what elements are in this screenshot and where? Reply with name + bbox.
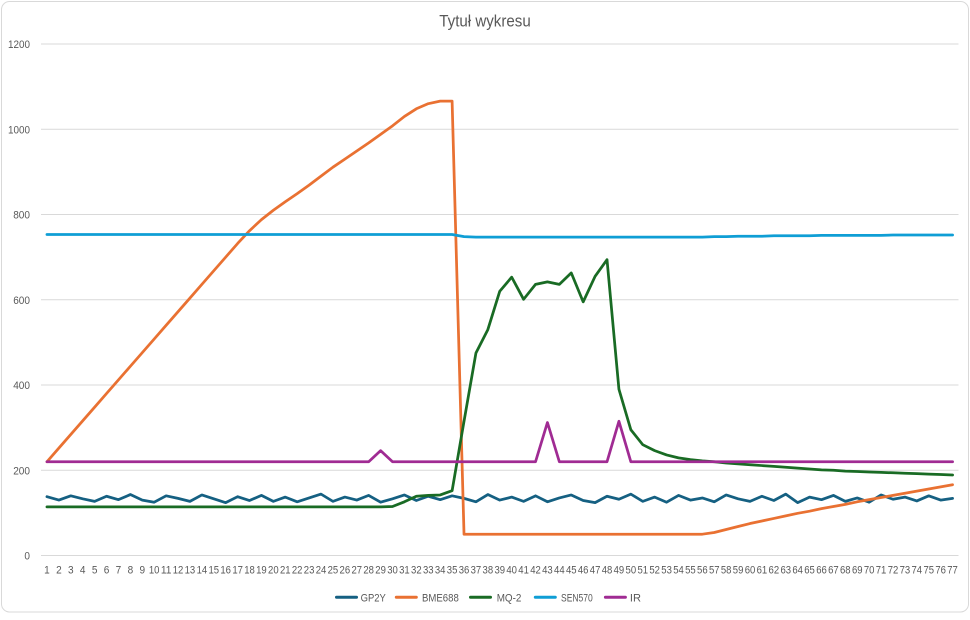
- svg-text:48: 48: [602, 565, 613, 577]
- svg-text:61: 61: [757, 565, 768, 577]
- svg-text:46: 46: [578, 565, 589, 577]
- svg-text:52: 52: [649, 565, 660, 577]
- svg-text:14: 14: [197, 565, 208, 577]
- svg-text:20: 20: [268, 565, 279, 577]
- svg-text:36: 36: [459, 565, 470, 577]
- svg-text:37: 37: [471, 565, 482, 577]
- svg-text:71: 71: [876, 565, 887, 577]
- svg-text:GP2Y: GP2Y: [361, 593, 387, 605]
- svg-text:69: 69: [852, 565, 863, 577]
- svg-text:39: 39: [494, 565, 505, 577]
- svg-text:23: 23: [304, 565, 315, 577]
- svg-text:63: 63: [780, 565, 791, 577]
- svg-text:72: 72: [888, 565, 899, 577]
- svg-text:25: 25: [328, 565, 339, 577]
- svg-text:15: 15: [208, 565, 219, 577]
- svg-text:22: 22: [292, 565, 303, 577]
- svg-text:70: 70: [864, 565, 875, 577]
- svg-text:58: 58: [721, 565, 732, 577]
- svg-text:6: 6: [104, 565, 110, 577]
- svg-text:67: 67: [828, 565, 839, 577]
- svg-text:Tytuł wykresu: Tytuł wykresu: [439, 13, 531, 31]
- svg-text:53: 53: [661, 565, 672, 577]
- svg-text:50: 50: [626, 565, 637, 577]
- svg-text:24: 24: [316, 565, 327, 577]
- svg-text:16: 16: [220, 565, 231, 577]
- svg-text:65: 65: [804, 565, 815, 577]
- svg-text:47: 47: [590, 565, 601, 577]
- svg-text:7: 7: [116, 565, 122, 577]
- svg-text:38: 38: [483, 565, 494, 577]
- svg-text:SEN570: SEN570: [561, 593, 593, 605]
- svg-text:0: 0: [24, 551, 30, 563]
- svg-text:1: 1: [44, 565, 50, 577]
- svg-text:17: 17: [232, 565, 243, 577]
- svg-text:43: 43: [542, 565, 553, 577]
- svg-text:31: 31: [399, 565, 410, 577]
- svg-text:13: 13: [185, 565, 196, 577]
- svg-text:4: 4: [80, 565, 86, 577]
- svg-text:MQ-2: MQ-2: [497, 593, 522, 605]
- svg-text:60: 60: [745, 565, 756, 577]
- svg-text:10: 10: [149, 565, 160, 577]
- svg-text:5: 5: [92, 565, 98, 577]
- svg-text:800: 800: [13, 210, 30, 222]
- svg-text:2: 2: [56, 565, 62, 577]
- svg-text:19: 19: [256, 565, 267, 577]
- svg-text:BME688: BME688: [422, 593, 459, 605]
- svg-text:73: 73: [900, 565, 911, 577]
- svg-text:34: 34: [435, 565, 446, 577]
- svg-text:12: 12: [173, 565, 184, 577]
- svg-text:57: 57: [709, 565, 720, 577]
- svg-text:41: 41: [518, 565, 529, 577]
- svg-text:IR: IR: [630, 593, 641, 605]
- svg-text:400: 400: [13, 380, 30, 392]
- svg-text:59: 59: [733, 565, 744, 577]
- svg-text:75: 75: [923, 565, 934, 577]
- svg-text:45: 45: [566, 565, 577, 577]
- svg-text:3: 3: [68, 565, 74, 577]
- svg-text:600: 600: [13, 295, 30, 307]
- svg-text:29: 29: [375, 565, 386, 577]
- svg-text:26: 26: [340, 565, 351, 577]
- svg-text:76: 76: [935, 565, 946, 577]
- svg-text:77: 77: [947, 565, 958, 577]
- svg-text:68: 68: [840, 565, 851, 577]
- svg-text:1200: 1200: [8, 39, 30, 51]
- svg-text:32: 32: [411, 565, 422, 577]
- svg-text:11: 11: [161, 565, 172, 577]
- svg-text:42: 42: [530, 565, 541, 577]
- svg-text:74: 74: [912, 565, 923, 577]
- svg-text:200: 200: [13, 465, 30, 477]
- svg-text:66: 66: [816, 565, 827, 577]
- svg-text:18: 18: [244, 565, 255, 577]
- svg-text:27: 27: [351, 565, 362, 577]
- svg-text:55: 55: [685, 565, 696, 577]
- svg-text:28: 28: [363, 565, 374, 577]
- svg-text:49: 49: [614, 565, 625, 577]
- svg-text:35: 35: [447, 565, 458, 577]
- svg-text:21: 21: [280, 565, 291, 577]
- svg-text:44: 44: [554, 565, 565, 577]
- svg-text:51: 51: [637, 565, 648, 577]
- svg-text:62: 62: [769, 565, 780, 577]
- svg-text:30: 30: [387, 565, 398, 577]
- svg-text:54: 54: [673, 565, 684, 577]
- svg-text:1000: 1000: [8, 124, 30, 136]
- svg-text:40: 40: [506, 565, 517, 577]
- svg-text:9: 9: [139, 565, 145, 577]
- svg-text:56: 56: [697, 565, 708, 577]
- svg-text:64: 64: [792, 565, 803, 577]
- svg-text:33: 33: [423, 565, 434, 577]
- svg-text:8: 8: [128, 565, 134, 577]
